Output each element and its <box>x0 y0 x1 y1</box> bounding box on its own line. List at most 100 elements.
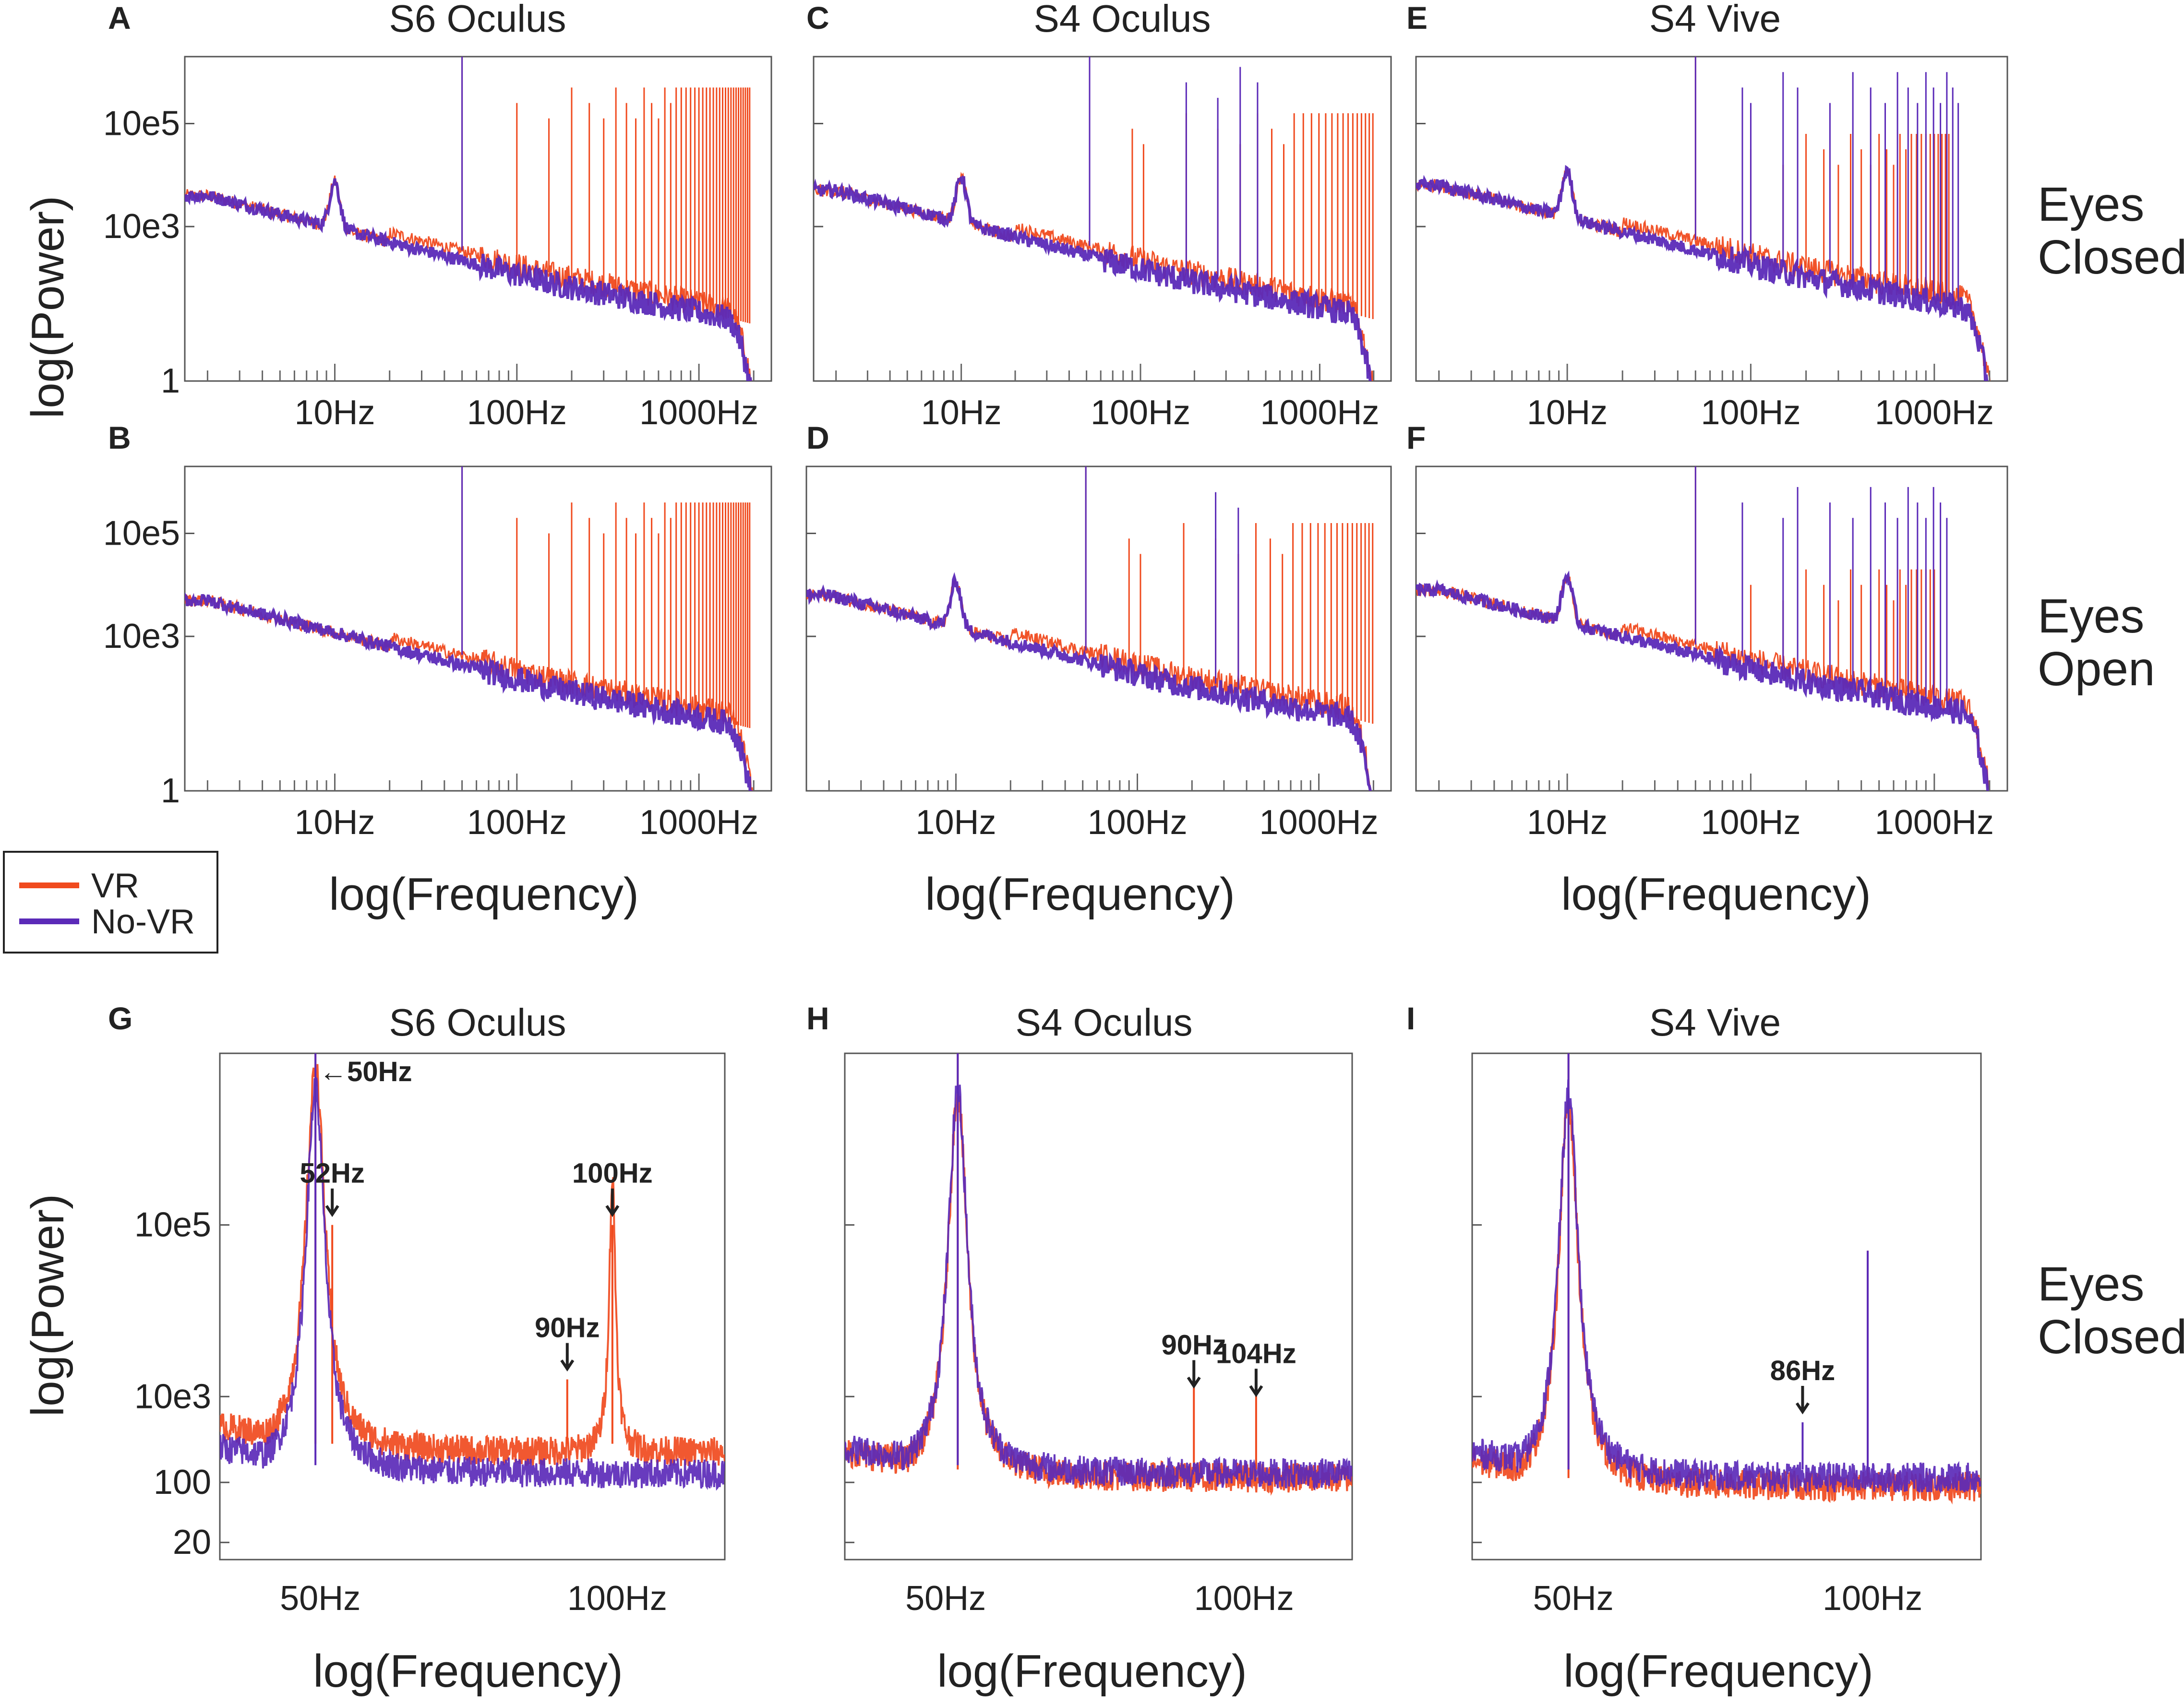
condition-eyes-closed-4: Closed <box>2038 1310 2184 1364</box>
x-tick-label-B-0: 10Hz <box>294 803 375 842</box>
y-tick-label-B-2: 1 <box>161 772 180 810</box>
x-axis-label-6: log(Frequency) <box>1563 1645 1873 1697</box>
plot-area-D <box>806 466 1374 791</box>
plot-area-I <box>1472 1053 1981 1505</box>
panel-title-H: S4 Oculus <box>1015 1001 1192 1044</box>
plot-area-B <box>185 466 753 791</box>
plot-frame-E <box>1415 56 2008 382</box>
y-tick-label-G-2: 100 <box>154 1463 211 1502</box>
minor-ticks-A <box>206 364 755 381</box>
x-axis-label-3: log(Frequency) <box>1561 869 1871 920</box>
panel-letter-F: F <box>1406 420 1426 455</box>
legend-label-vr: VR <box>91 867 139 905</box>
panel-D: D 10Hz 100Hz 1000Hz <box>805 420 1392 842</box>
panel-title-A: S6 Oculus <box>389 0 566 40</box>
annotation-arrow-G-2 <box>560 1343 575 1372</box>
x-tick-label-H-0: 50Hz <box>905 1579 986 1618</box>
x-tick-label-G-0: 50Hz <box>280 1579 360 1618</box>
spectrum-G-vr <box>220 1064 725 1467</box>
x-tick-label-B-1: 100Hz <box>467 803 567 842</box>
x-tick-label-C-2: 1000Hz <box>1260 393 1379 432</box>
x-axis-label-2: log(Frequency) <box>925 869 1235 920</box>
spectrum-B-novr <box>185 592 753 791</box>
panel-letter-H: H <box>806 1001 829 1036</box>
x-tick-label-D-0: 10Hz <box>915 803 996 842</box>
plot-area-F <box>1416 466 1991 791</box>
panel-letter-G: G <box>108 1001 132 1036</box>
spectrum-I-vr <box>1472 1100 1981 1505</box>
x-tick-label-E-2: 1000Hz <box>1875 393 1994 432</box>
x-tick-label-F-2: 1000Hz <box>1875 803 1994 842</box>
condition-eyes-closed-3: Eyes <box>2038 1257 2144 1311</box>
y-tick-label-A-0: 10e5 <box>103 104 180 143</box>
annotation-G-3: 100Hz <box>572 1158 653 1189</box>
y-axis-label-top: log(Power) <box>22 196 73 418</box>
spectrum-H-novr <box>845 1085 1352 1491</box>
panel-E: E S4 Vive 10Hz 100Hz 1000Hz <box>1406 0 2008 432</box>
condition-eyes-open-2: Open <box>2038 642 2155 696</box>
y-tick-label-B-0: 10e5 <box>103 514 180 552</box>
x-tick-label-C-0: 10Hz <box>921 393 1002 432</box>
spectrum-G-novr <box>220 1077 725 1491</box>
spectrum-C-vr <box>814 171 1374 381</box>
annotation-G-0: ←50Hz <box>319 1056 412 1087</box>
minor-ticks-E <box>1438 364 1991 381</box>
x-tick-label-F-0: 10Hz <box>1527 803 1608 842</box>
x-tick-label-I-1: 100Hz <box>1823 1579 1922 1618</box>
x-tick-label-A-2: 1000Hz <box>639 393 758 432</box>
plot-area-C <box>814 57 1374 381</box>
plot-frame-F <box>1415 465 2008 792</box>
legend: VR No-VR <box>3 851 218 954</box>
plot-frame-D <box>805 465 1392 792</box>
panel-letter-E: E <box>1406 0 1428 36</box>
annotation-G-2: 90Hz <box>535 1312 600 1344</box>
panel-B: B 10e5 10e3 1 10Hz 100Hz 1000Hz <box>103 420 772 842</box>
plot-frame-C <box>813 56 1392 382</box>
panel-letter-C: C <box>806 0 829 36</box>
plot-area-G <box>220 1053 725 1491</box>
x-tick-label-A-1: 100Hz <box>467 393 567 432</box>
y-tick-label-G-3: 20 <box>173 1523 211 1562</box>
x-tick-label-B-2: 1000Hz <box>639 803 758 842</box>
spectrum-I-novr <box>1472 1079 1981 1494</box>
annotation-G-1: 52Hz <box>300 1158 364 1189</box>
panel-letter-B: B <box>108 420 131 455</box>
plot-frame-G <box>219 1052 726 1561</box>
minor-ticks-D <box>828 774 1374 791</box>
minor-ticks-C <box>835 364 1375 381</box>
condition-eyes-closed-2: Closed <box>2038 230 2184 284</box>
spectrum-D-novr <box>806 572 1372 791</box>
plot-frame-I <box>1471 1052 1982 1561</box>
x-tick-label-I-0: 50Hz <box>1533 1579 1614 1618</box>
x-axis-label-4: log(Frequency) <box>313 1645 623 1697</box>
x-tick-label-E-1: 100Hz <box>1701 393 1800 432</box>
spectrum-C-novr <box>814 174 1372 381</box>
x-tick-label-H-1: 100Hz <box>1194 1579 1294 1618</box>
y-tick-label-A-2: 1 <box>161 362 180 400</box>
legend-label-novr: No-VR <box>91 903 195 941</box>
plot-area-H <box>845 1053 1352 1496</box>
plot-area-A <box>185 57 752 381</box>
condition-eyes-open-1: Eyes <box>2038 589 2144 643</box>
y-tick-label-G-0: 10e5 <box>134 1206 211 1244</box>
plot-area-E <box>1416 57 1991 381</box>
panel-title-I: S4 Vive <box>1649 1001 1781 1044</box>
annotation-arrow-I-0 <box>1795 1386 1810 1415</box>
panel-G: G S6 Oculus 10e5 10e3 100 20 50Hz 100Hz ←50Hz 52H… <box>108 1001 726 1618</box>
y-axis-label-bottom: log(Power) <box>22 1194 73 1417</box>
panel-F: F 10Hz 100Hz 1000Hz <box>1406 420 2008 842</box>
spectrum-E-novr <box>1416 165 1989 381</box>
annotation-H-1: 104Hz <box>1216 1338 1296 1369</box>
spectrum-F-novr <box>1416 570 1990 791</box>
panel-letter-D: D <box>806 420 829 455</box>
annotation-I-0: 86Hz <box>1770 1355 1835 1386</box>
panel-I: I S4 Vive 50Hz 100Hz 86Hz <box>1406 1001 1982 1618</box>
plot-frame-A <box>184 56 772 382</box>
panel-C: C S4 Oculus 10Hz 100Hz 1000Hz <box>806 0 1392 432</box>
legend-box <box>3 851 218 954</box>
y-tick-label-G-1: 10e3 <box>134 1377 211 1416</box>
x-tick-label-D-1: 100Hz <box>1087 803 1187 842</box>
condition-eyes-closed-1: Eyes <box>2038 178 2144 231</box>
x-tick-label-G-1: 100Hz <box>567 1579 667 1618</box>
